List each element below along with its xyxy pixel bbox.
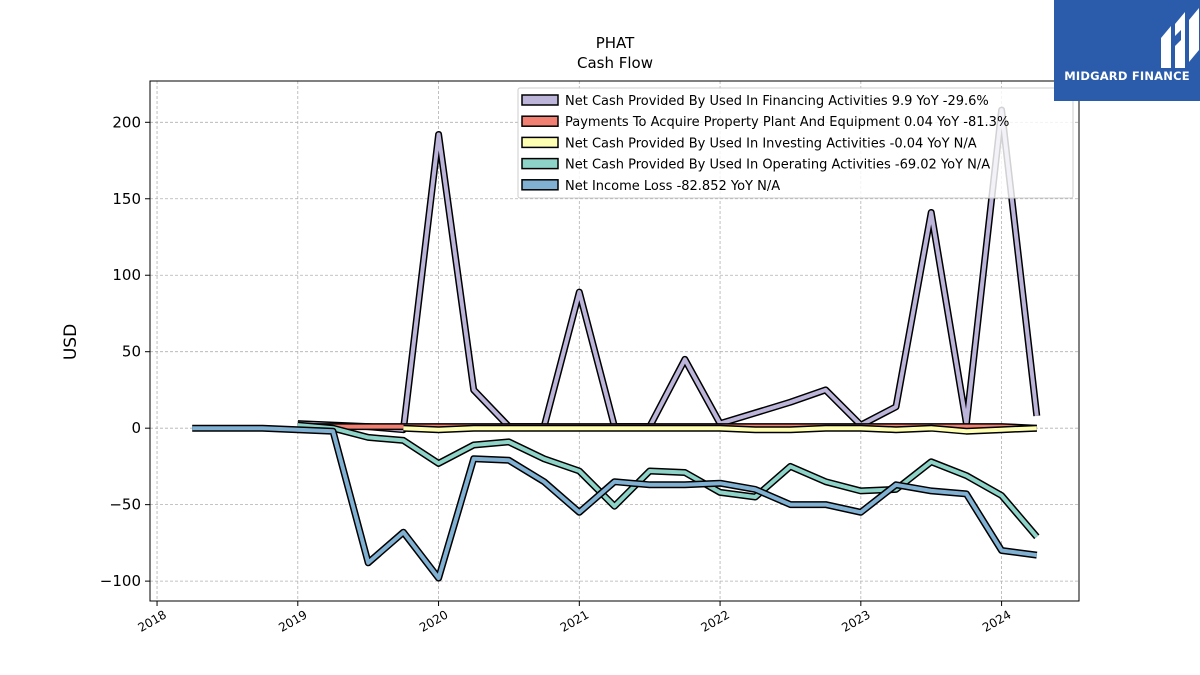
x-axis: 2018 2019 2020 2021 2022 2023 2024 bbox=[135, 601, 1013, 635]
legend-label: Net Cash Provided By Used In Investing A… bbox=[565, 136, 977, 151]
legend-label: Net Cash Provided By Used In Operating A… bbox=[565, 158, 990, 173]
chart-subtitle: Cash Flow bbox=[577, 54, 653, 72]
legend-swatch bbox=[521, 94, 559, 106]
x-tick-label: 2024 bbox=[980, 607, 1013, 634]
legend-label: Net Cash Provided By Used In Financing A… bbox=[565, 94, 989, 109]
legend-swatch bbox=[521, 157, 559, 170]
legend-swatch bbox=[521, 136, 559, 149]
plot-frame bbox=[149, 80, 1080, 602]
series-line bbox=[297, 106, 1041, 434]
y-tick-label: 150 bbox=[112, 190, 141, 208]
legend-label: Payments To Acquire Property Plant And E… bbox=[565, 115, 1009, 130]
series-stroke bbox=[297, 423, 1039, 539]
series-line bbox=[192, 424, 1038, 582]
logo-text: MIDGARD FINANCE bbox=[1064, 69, 1190, 83]
x-tick-label: 2022 bbox=[699, 607, 732, 634]
y-tick-label: 50 bbox=[122, 343, 141, 361]
legend-box bbox=[517, 87, 1074, 199]
y-axis-label: USD bbox=[61, 324, 81, 360]
y-tick-label: −50 bbox=[109, 496, 141, 514]
y-tick-label: 100 bbox=[112, 266, 141, 284]
series-line bbox=[403, 424, 1037, 435]
y-tick-label: 0 bbox=[131, 419, 141, 437]
midgard-finance-logo: MIDGARD FINANCE bbox=[1054, 0, 1200, 101]
legend-label: Net Income Loss -82.852 YoY N/A bbox=[565, 179, 780, 194]
y-tick-label: −100 bbox=[100, 572, 141, 590]
legend: Net Cash Provided By Used In Financing A… bbox=[517, 87, 1074, 199]
series-lines bbox=[192, 106, 1041, 582]
x-tick-label: 2021 bbox=[558, 607, 591, 634]
chart-title: PHAT bbox=[596, 34, 635, 52]
x-tick-label: 2023 bbox=[839, 607, 872, 634]
midgard-m-icon bbox=[1161, 8, 1199, 68]
x-tick-label: 2020 bbox=[417, 607, 450, 634]
series-stroke bbox=[297, 108, 1039, 432]
series-stroke bbox=[403, 426, 1037, 434]
legend-swatch bbox=[521, 115, 559, 127]
x-tick-label: 2019 bbox=[276, 607, 309, 634]
x-tick-label: 2018 bbox=[135, 607, 168, 634]
series-line bbox=[297, 421, 1040, 540]
y-axis: −100 −50 0 50 100 150 200 bbox=[100, 113, 150, 590]
y-tick-label: 200 bbox=[112, 113, 141, 131]
series-stroke bbox=[192, 426, 1038, 581]
legend-swatch bbox=[521, 179, 559, 191]
